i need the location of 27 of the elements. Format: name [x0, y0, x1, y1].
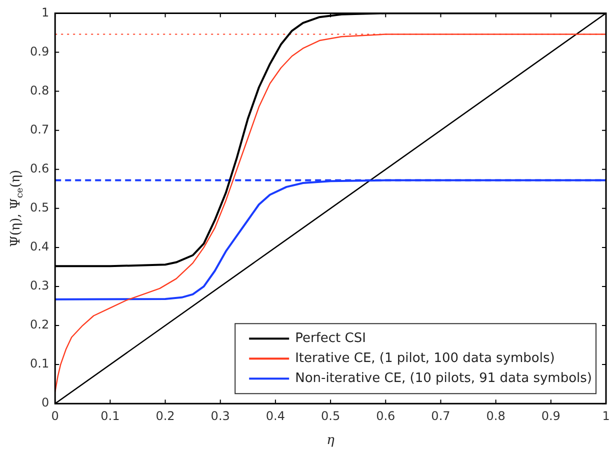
- y-tick-label: 0.7: [30, 122, 50, 136]
- y-axis-title: Ψ(η), Ψce(η): [8, 170, 26, 248]
- y-tick-label: 1: [41, 5, 50, 20]
- y-tick-label: 0.5: [30, 200, 50, 215]
- legend-label: Non-iterative CE, (10 pilots, 91 data symbols): [295, 370, 592, 386]
- y-tick-label: 0.6: [30, 161, 50, 176]
- x-tick-label: 0.1: [100, 408, 120, 423]
- x-tick-label: 1: [602, 408, 610, 423]
- y-tick-label: 0.2: [30, 318, 50, 332]
- y-tick-label: 0.9: [30, 44, 50, 58]
- legend-label: Iterative CE, (1 pilot, 100 data symbols): [295, 350, 555, 366]
- y-tick-label: 0: [41, 396, 50, 410]
- x-tick-label: 0.8: [486, 408, 506, 423]
- legend-label: Perfect CSI: [295, 330, 366, 346]
- x-tick-label: 0.7: [431, 408, 450, 423]
- y-tick-label: 0.3: [30, 278, 50, 293]
- x-tick-label: 0.3: [210, 408, 230, 423]
- x-tick-label: 0: [51, 408, 59, 423]
- x-tick-label: 0.9: [541, 408, 560, 423]
- x-tick-label: 0.2: [156, 408, 175, 423]
- x-tick-label: 0.4: [266, 408, 285, 423]
- y-tick-label: 0.4: [30, 240, 50, 254]
- y-tick-label: 0.1: [30, 356, 50, 371]
- x-tick-label: 0.6: [376, 408, 396, 423]
- x-tick-label: 0.5: [320, 408, 340, 423]
- y-tick-label: 0.8: [30, 83, 50, 98]
- x-axis-title: η: [326, 433, 335, 448]
